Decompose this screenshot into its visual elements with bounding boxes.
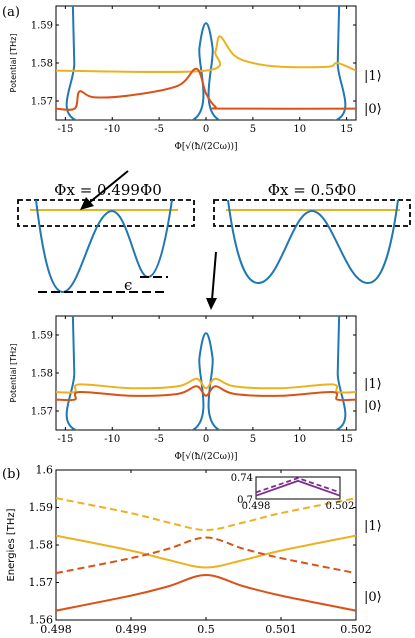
- inset-plot: 0.498 0.502 0.74 0.7: [231, 473, 355, 512]
- energies-plot: 0.498 0.499 0.5 0.501 0.502 1.56 1.57 1.58 1.59 1…: [6, 464, 382, 636]
- y-tick-label: 1.58: [29, 539, 54, 552]
- left-well-curve: [35, 199, 173, 294]
- y-tick-label: 1.57: [31, 96, 53, 107]
- series-line-ket1: [56, 377, 356, 394]
- y-tick-label: 1.59: [29, 501, 54, 514]
- inset-x-tick-label: 0.502: [326, 501, 355, 512]
- x-tick-label: 0.5: [197, 623, 215, 636]
- series-line-blue: [65, 316, 347, 430]
- inset-x-tick-label: 0.498: [242, 501, 271, 512]
- x-axis-label: Φ[√(ħ/(2Cω))]: [175, 141, 238, 152]
- series-line-blue: [65, 6, 347, 120]
- x-tick-label: -5: [154, 434, 164, 445]
- y-tick-label: 1.57: [31, 406, 53, 417]
- x-tick-label: -10: [104, 434, 120, 445]
- x-tick-label: 10: [293, 434, 306, 445]
- y-tick-label: 1.57: [29, 576, 54, 589]
- y-tick-label: 1.59: [31, 330, 53, 341]
- series-line-ket0: [56, 67, 356, 111]
- arrow-down: [211, 251, 217, 301]
- x-tick-label: 5: [250, 124, 256, 135]
- inset-series-line-dashed: [255, 477, 341, 494]
- inset-y-tick-label: 0.74: [231, 473, 253, 484]
- inset-series-line: [255, 479, 341, 497]
- y-axis-label: Energies [THz]: [6, 508, 17, 581]
- x-tick-label: 15: [340, 124, 353, 135]
- right-title: Φx = 0.5Φ0: [268, 181, 357, 199]
- x-tick-label: -5: [154, 124, 164, 135]
- panel-label-b: (b): [2, 467, 20, 482]
- series-line-ket1: [56, 534, 356, 569]
- left-dotted-box: [17, 199, 195, 227]
- potential-plot-top: -15 -10 -5 0 5 10 15 1.57 1.58 1.59 Potential [TH…: [9, 5, 382, 152]
- state-label-1: |1⟩: [364, 377, 382, 392]
- y-tick-label: 1.59: [31, 20, 53, 31]
- state-label-0: |0⟩: [364, 590, 382, 605]
- x-tick-label: 0.501: [265, 623, 297, 636]
- state-label-0: |0⟩: [364, 102, 382, 117]
- left-title: Φx = 0.499Φ0: [54, 181, 162, 199]
- series-line-ket0: [56, 385, 356, 402]
- x-tick-label: 0: [203, 434, 209, 445]
- double-well-schematic: Φx = 0.499Φ0 Φx = 0.5Φ0 ϵ: [17, 170, 411, 310]
- x-tick-label: 15: [340, 434, 353, 445]
- x-tick-label: 10: [293, 124, 306, 135]
- arrow-up-left: [89, 170, 129, 203]
- arrow-down-head: [206, 298, 217, 310]
- right-well-curve: [227, 199, 399, 285]
- y-tick-label: 1.56: [29, 614, 54, 627]
- y-axis-label: Potential [THz]: [9, 344, 18, 403]
- series-line-ket1-dashed: [56, 497, 356, 532]
- panel-label-a: (a): [2, 5, 20, 20]
- arrow-up-left-head: [80, 197, 94, 210]
- state-label-1: |1⟩: [364, 519, 382, 534]
- inset-y-tick-label: 0.7: [237, 495, 253, 506]
- series-line-ket0: [56, 573, 356, 612]
- epsilon-label: ϵ: [124, 276, 132, 294]
- inset-frame: [255, 476, 341, 500]
- potential-plot-bottom: -15 -10 -5 0 5 10 15 1.57 1.58 1.59 Potential [TH…: [9, 315, 382, 462]
- x-tick-label: -10: [104, 124, 120, 135]
- x-tick-label: -15: [57, 434, 73, 445]
- x-tick-label: 0: [203, 124, 209, 135]
- x-tick-label: 0.502: [340, 623, 372, 636]
- series-line-ket1: [56, 35, 356, 74]
- right-dotted-box: [213, 199, 411, 227]
- x-tick-label: -15: [57, 124, 73, 135]
- state-label-1: |1⟩: [364, 69, 382, 84]
- y-tick-label: 1.58: [31, 58, 53, 69]
- x-tick-label: 0.499: [115, 623, 147, 636]
- x-axis-label: Φ[√(ħ/(2Cω))]: [175, 451, 238, 462]
- x-tick-label: 0.498: [40, 623, 72, 636]
- state-label-0: |0⟩: [364, 399, 382, 414]
- x-tick-label: 5: [250, 434, 256, 445]
- y-tick-label: 1.58: [31, 368, 53, 379]
- series-line-ket0-dashed: [56, 536, 356, 575]
- y-axis-label: Potential [THz]: [9, 34, 18, 93]
- y-tick-label: 1.6: [36, 464, 54, 477]
